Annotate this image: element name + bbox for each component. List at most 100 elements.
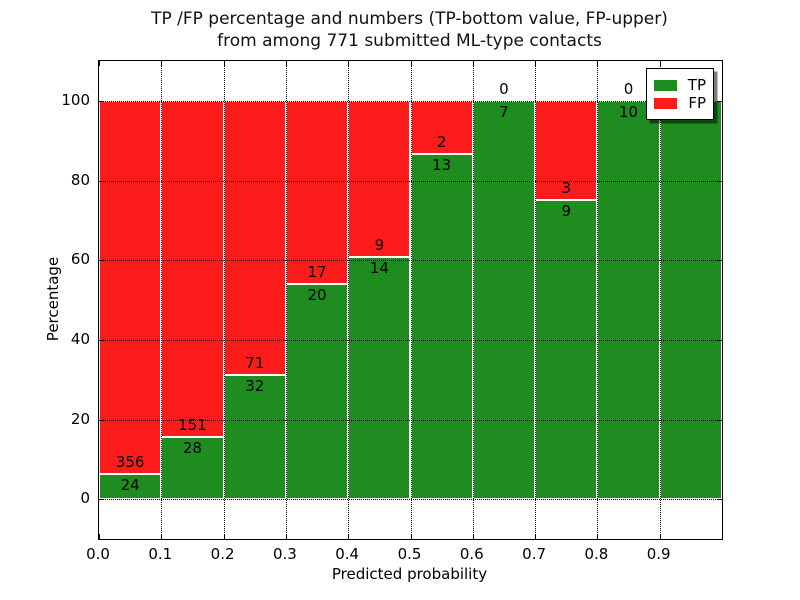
y-tick-right [717, 339, 722, 341]
bar-count-label-fp-6: 0 [499, 79, 509, 98]
y-tick-label-80: 80 [70, 170, 90, 189]
bar-count-label-fp-0: 356 [115, 453, 145, 471]
bar-count-label-fp-2: 71 [245, 354, 265, 373]
bar-segment-tp-6 [472, 100, 536, 500]
x-tick-top [535, 61, 537, 66]
bar-segment-tp-5 [410, 153, 473, 500]
chart-title-line1: TP /FP percentage and numbers (TP-bottom… [151, 9, 668, 29]
y-tick-right [717, 499, 722, 501]
bar-segment-tp-3 [285, 283, 349, 500]
bar-segment-tp-8 [597, 100, 660, 500]
x-tick-top [285, 61, 287, 66]
gridline-v-0.9 [659, 61, 661, 539]
y-tick-right [717, 100, 722, 102]
y-tick-right [717, 419, 722, 421]
fp-color-swatch [654, 97, 678, 109]
bar-segment-fp-5 [410, 100, 473, 154]
bar-segment-fp-1 [161, 100, 224, 437]
bar-segment-tp-0 [99, 474, 162, 500]
y-tick-right [717, 180, 722, 182]
y-tick-left [99, 180, 104, 182]
x-tick-label-0.1: 0.1 [148, 545, 173, 563]
gridline-v-0.4 [348, 61, 350, 539]
x-tick-bottom [161, 534, 163, 539]
x-tick-top [472, 61, 474, 66]
bar-count-label-fp-8: 0 [623, 79, 634, 98]
x-tick-label-0.7: 0.7 [522, 545, 547, 563]
legend-entry-fp: FP [654, 95, 706, 111]
bar-segment-tp-9 [659, 100, 722, 500]
bar-count-label-tp-1: 28 [182, 438, 202, 457]
plot-area: 356241512871321720914213073901005 [98, 60, 723, 540]
tp-color-swatch [654, 79, 677, 91]
x-tick-label-0.8: 0.8 [584, 545, 609, 563]
x-tick-bottom [223, 534, 225, 539]
y-tick-left [99, 260, 104, 262]
y-tick-label-0: 0 [80, 489, 90, 508]
x-tick-top [410, 61, 412, 66]
x-tick-label-0.6: 0.6 [459, 545, 484, 563]
y-tick-label-100: 100 [61, 90, 90, 109]
bar-count-label-fp-4: 9 [374, 235, 385, 254]
bar-segment-fp-3 [285, 100, 349, 284]
x-tick-bottom [410, 534, 412, 539]
legend-label-fp: FP [688, 94, 706, 112]
x-tick-label-0.5: 0.5 [397, 545, 422, 563]
y-tick-left [99, 419, 104, 421]
bar-segment-fp-2 [223, 100, 286, 376]
chart-title-line2: from among 771 submitted ML-type contact… [217, 31, 602, 51]
x-tick-top [161, 61, 163, 66]
legend-label-tp: TP [687, 76, 706, 94]
y-tick-label-20: 20 [70, 409, 90, 428]
y-tick-right [717, 260, 722, 262]
x-tick-bottom [659, 534, 661, 539]
x-tick-bottom [285, 534, 287, 539]
gridline-v-0.5 [410, 61, 412, 539]
y-axis-label: Percentage [44, 256, 62, 342]
bar-count-label-tp-3: 20 [307, 285, 327, 304]
gridline-v-0.7 [535, 61, 537, 539]
y-tick-label-60: 60 [70, 250, 90, 269]
x-tick-label-0.0: 0.0 [86, 545, 110, 563]
gridline-v-0.3 [285, 61, 287, 539]
bar-count-label-tp-4: 14 [369, 258, 389, 277]
bar-count-label-tp-2: 32 [245, 377, 265, 396]
y-tick-left [99, 339, 104, 341]
bar-count-label-tp-7: 9 [561, 202, 572, 221]
gridline-v-0.1 [161, 61, 163, 539]
x-axis-label: Predicted probability [331, 565, 488, 583]
bar-segment-tp-7 [535, 200, 598, 500]
bar-count-label-fp-1: 151 [178, 415, 207, 434]
legend: TP FP [646, 68, 714, 120]
x-tick-bottom [597, 534, 599, 539]
legend-entry-tp: TP [654, 77, 706, 93]
bar-count-label-tp-6: 7 [499, 102, 509, 121]
x-tick-top [223, 61, 225, 66]
x-tick-bottom [472, 534, 474, 539]
y-tick-label-40: 40 [70, 329, 90, 348]
bar-count-label-fp-3: 17 [307, 262, 327, 281]
bar-count-label-tp-5: 13 [432, 155, 452, 174]
chart-title: TP /FP percentage and numbers (TP-bottom… [98, 8, 721, 52]
bar-segment-fp-0 [99, 100, 162, 474]
bar-count-label-tp-0: 24 [120, 476, 140, 494]
x-tick-top [99, 61, 100, 66]
y-tick-left [99, 100, 104, 102]
y-tick-left [99, 499, 104, 501]
x-tick-bottom [99, 534, 100, 539]
x-tick-label-0.2: 0.2 [210, 545, 235, 563]
bar-count-label-fp-7: 3 [561, 179, 572, 198]
bar-count-label-fp-5: 2 [436, 132, 447, 151]
bar-segment-tp-4 [348, 256, 411, 500]
gridline-v-0.8 [597, 61, 599, 539]
x-tick-label-0.9: 0.9 [646, 545, 671, 563]
x-tick-label-0.4: 0.4 [335, 545, 360, 563]
x-tick-label-0.3: 0.3 [272, 545, 297, 563]
bar-count-label-tp-8: 10 [619, 102, 639, 121]
x-tick-top [659, 61, 661, 66]
gridline-v-0.6 [472, 61, 474, 539]
gridline-v-0.2 [223, 61, 225, 539]
x-tick-top [597, 61, 599, 66]
bar-segment-fp-4 [348, 100, 411, 257]
